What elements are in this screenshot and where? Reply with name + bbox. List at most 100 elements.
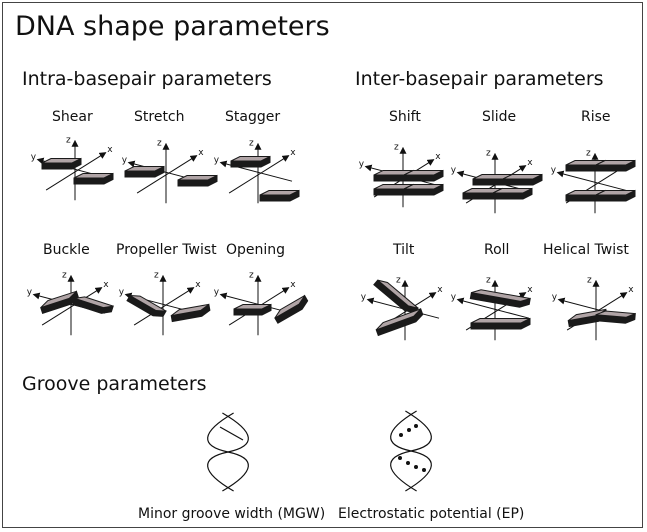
potential-dot-3 (414, 424, 418, 428)
potential-dot-5 (406, 461, 410, 465)
diagram-tilt: z x y (361, 276, 443, 341)
x-axis (228, 155, 290, 194)
label-stretch: Stretch (134, 109, 185, 125)
y-axis-label: y (27, 288, 33, 298)
y-axis-label: y (551, 166, 557, 176)
plate-2 (403, 169, 444, 182)
y-axis (556, 170, 630, 192)
plate-2 (177, 174, 218, 187)
label-ep: Electrostatic potential (EP) (338, 506, 525, 522)
label-tilt: Tilt (393, 242, 415, 258)
label-stagger: Stagger (225, 109, 281, 125)
plate-2 (73, 172, 114, 185)
figure-frame: DNA shape parameters Intra-basepair para… (2, 2, 643, 528)
plate-top (170, 303, 210, 317)
potential-dot-4 (398, 456, 402, 460)
y-axis-label: y (359, 160, 365, 170)
plate-2 (595, 159, 636, 172)
plate-top (41, 158, 82, 164)
diagram-opening: z x y (214, 271, 309, 336)
plate-top (567, 308, 607, 322)
x-axis (136, 155, 198, 194)
potential-dot-2 (407, 428, 411, 432)
x-axis-label: x (437, 285, 443, 295)
plate-top (124, 166, 165, 172)
potential-dot-7 (422, 468, 426, 472)
plate-top (595, 190, 636, 196)
diagram-shift: z x y (359, 143, 444, 208)
plate-2 (470, 317, 531, 330)
y-axis-label: y (214, 288, 220, 298)
plate-top (502, 174, 543, 180)
axes: zxy (551, 149, 633, 214)
y-axis-label: y (31, 153, 37, 163)
label-mgw: Minor groove width (MGW) (138, 506, 326, 522)
plate-top (471, 289, 531, 302)
plate-2 (375, 307, 424, 337)
label-slide: Slide (482, 109, 517, 125)
label-shift: Shift (389, 109, 421, 125)
diagram-electrostatic-potential (390, 410, 432, 492)
diagram-canvas: zxyzxyzxyzxyzxyzxyzxyzxyzxyzxyzxyzxy (27, 136, 636, 492)
x-axis (133, 287, 195, 326)
y-axis (456, 297, 530, 319)
z-axis-label: z (249, 271, 254, 281)
diagram-helical-twist: z x y (552, 276, 636, 341)
x-axis-label: x (628, 285, 634, 295)
diagram-stagger: z x y (214, 139, 300, 204)
y-axis-label: y (122, 156, 128, 166)
figure-title: DNA shape parameters (15, 11, 330, 42)
y-axis-label: y (214, 156, 220, 166)
plate-2 (274, 294, 309, 324)
plate-top (403, 170, 444, 176)
z-axis-label: z (396, 276, 401, 286)
groove-width-bar (219, 426, 244, 441)
plate-2 (170, 303, 211, 323)
plate-4 (403, 183, 444, 196)
z-axis-label: z (486, 149, 491, 159)
y-axis-label: y (451, 166, 457, 176)
axes: z x y (214, 271, 296, 336)
z-axis-label: z (157, 139, 162, 149)
x-axis-label: x (290, 148, 296, 158)
axes: zxy (451, 276, 533, 341)
z-axis-label: z (62, 271, 67, 281)
plate-1 (565, 159, 606, 172)
plate-1 (230, 155, 271, 168)
z-axis-label: z (249, 139, 254, 149)
plate-top (129, 295, 167, 312)
plate-2 (259, 189, 300, 202)
plate-2 (502, 173, 543, 186)
plate-top (470, 318, 531, 324)
y-axis-label: y (552, 293, 558, 303)
x-axis (41, 287, 103, 326)
x-axis-label: x (107, 145, 113, 155)
potential-dot-1 (399, 433, 403, 437)
label-helical-twist: Helical Twist (543, 242, 629, 258)
z-axis-label: z (154, 271, 159, 281)
plate-1 (469, 289, 531, 308)
plate-1 (40, 290, 79, 314)
plate-1 (373, 169, 414, 182)
axes: z x y (214, 139, 296, 204)
plate-top (259, 190, 300, 196)
plate-top (74, 296, 114, 309)
label-roll: Roll (484, 242, 510, 258)
z-axis-label: z (586, 149, 591, 159)
plate-1 (233, 303, 272, 316)
x-axis-label: x (527, 158, 533, 168)
y-axis-label: y (119, 288, 125, 298)
z-axis-label: z (66, 136, 71, 146)
groove-section-title: Groove parameters (22, 373, 207, 395)
helix-strand-2 (390, 410, 432, 492)
diagram-rise: zxy (551, 149, 636, 214)
x-axis-label: x (290, 280, 296, 290)
diagram-stretch: zxy (122, 139, 218, 204)
plate-top (274, 295, 306, 319)
y-axis-label: y (451, 293, 457, 303)
potential-dot-6 (414, 465, 418, 469)
label-buckle: Buckle (43, 242, 90, 258)
diagram-minor-groove-width (207, 412, 249, 492)
plate-top (73, 173, 114, 179)
plate-4 (595, 189, 636, 202)
